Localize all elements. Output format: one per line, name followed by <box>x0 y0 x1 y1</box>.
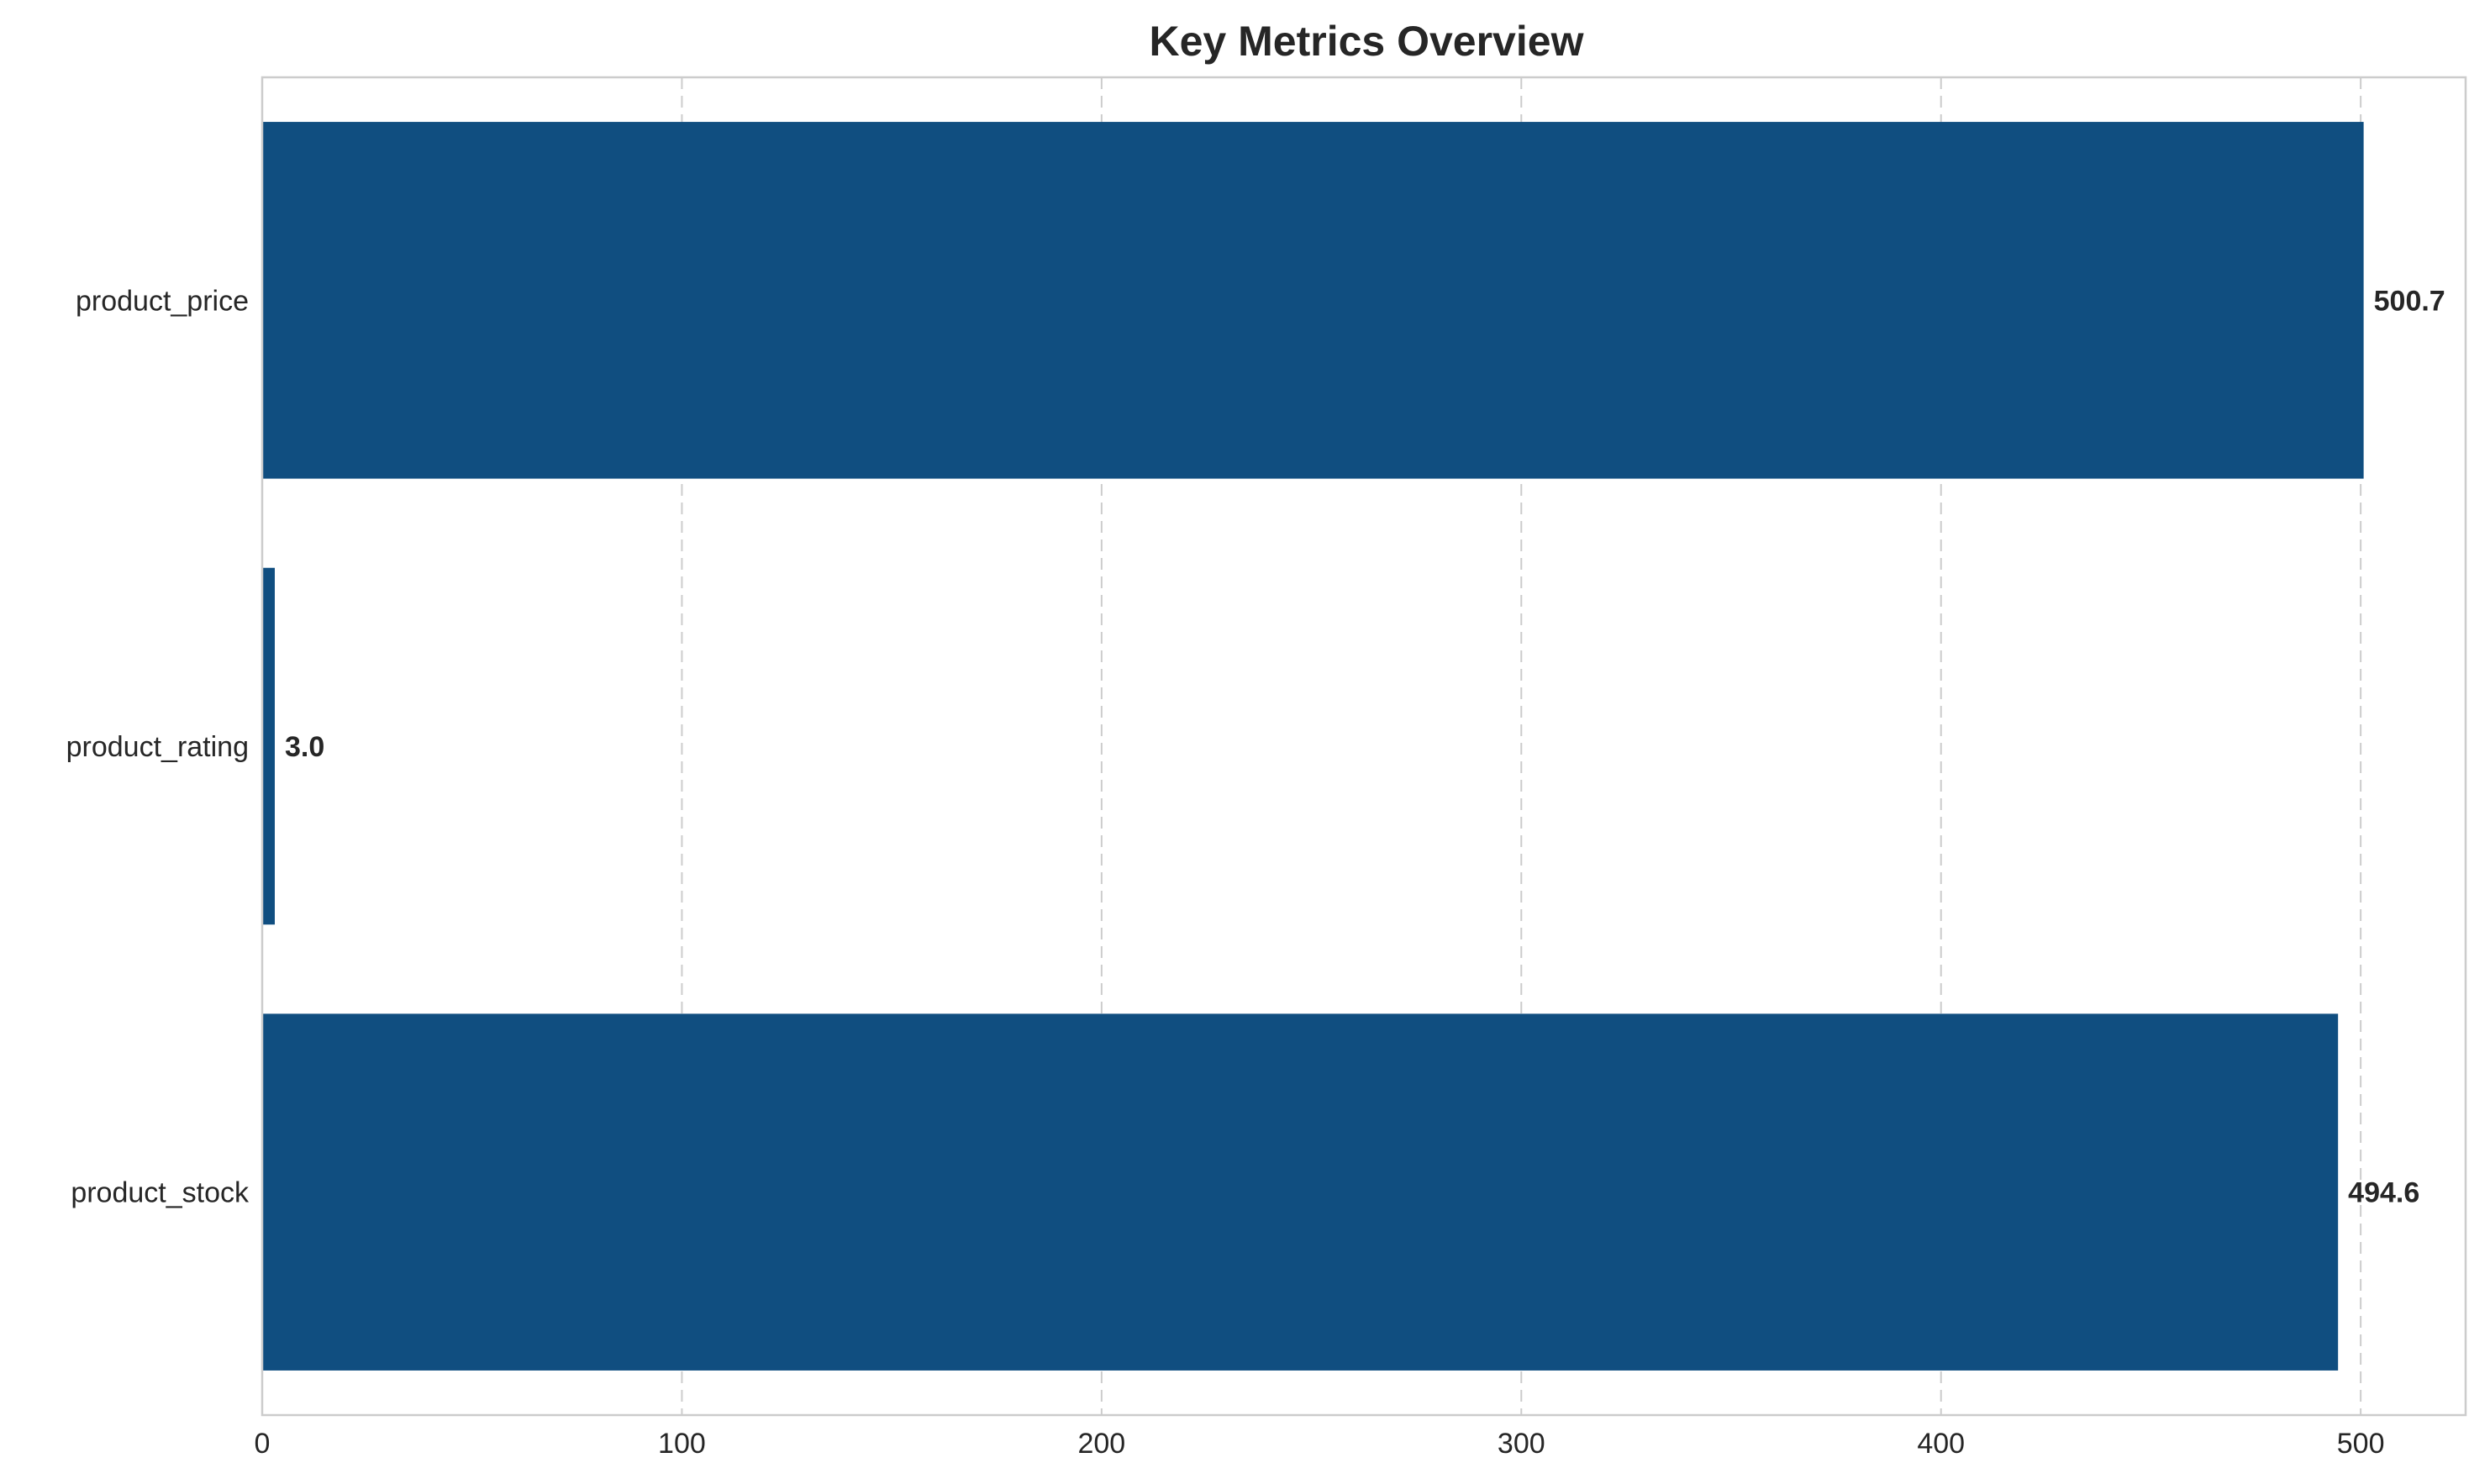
x-tick-label: 100 <box>658 1428 706 1460</box>
data-label-product_rating: 3.0 <box>285 731 324 763</box>
y-tick-label-product_stock: product_stock <box>71 1177 250 1209</box>
x-tick-label: 300 <box>1498 1428 1545 1460</box>
data-label-product_price: 500.7 <box>2374 285 2445 317</box>
x-tick-label: 200 <box>1077 1428 1125 1460</box>
y-tick-label-product_price: product_price <box>76 285 249 317</box>
bar-product_stock <box>262 1013 2339 1371</box>
bar-product_price <box>262 122 2364 479</box>
x-tick-label: 400 <box>1917 1428 1965 1460</box>
data-label-product_stock: 494.6 <box>2348 1177 2419 1209</box>
x-tick-label: 0 <box>255 1428 271 1460</box>
data-labels: 494.6 3.0 500.7 <box>285 285 2445 1208</box>
x-axis-ticks: 0 100 200 300 400 500 <box>255 1428 2385 1460</box>
y-axis-ticks: product_stock product_rating product_price <box>66 285 250 1208</box>
y-tick-label-product_rating: product_rating <box>66 731 249 763</box>
bars <box>262 122 2364 1371</box>
x-tick-label: 500 <box>2337 1428 2385 1460</box>
plot-frame <box>261 76 2467 1417</box>
bar-product_rating <box>262 567 275 925</box>
chart-title: Key Metrics Overview <box>1150 18 1584 65</box>
